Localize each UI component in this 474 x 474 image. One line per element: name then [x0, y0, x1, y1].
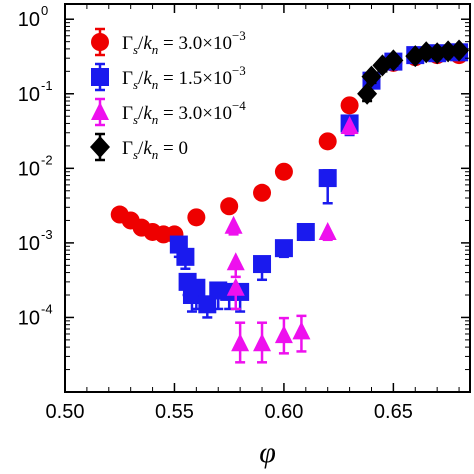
y-tick-exponent: 0 [41, 3, 48, 18]
data-point-circle [187, 208, 206, 227]
x-tick-label: 0.55 [155, 401, 194, 423]
data-point-square [318, 169, 337, 188]
legend-label: Γs/kn = 0 [122, 138, 188, 162]
data-point-diamond [416, 41, 437, 64]
y-tick-exponent: -2 [41, 152, 53, 167]
data-point-square [274, 239, 293, 258]
x-axis-title: φ [259, 436, 276, 469]
legend-label: Γs/kn = 1.5×10−3 [122, 63, 246, 92]
data-point-triangle [340, 115, 359, 134]
data-point-square [253, 255, 272, 274]
legend-marker-square [91, 68, 109, 86]
y-tick-label: 10 [18, 307, 40, 329]
y-tick-label: 10 [18, 233, 40, 255]
data-point-triangle [226, 252, 245, 271]
x-tick-label: 0.65 [374, 401, 413, 423]
data-point-diamond [361, 65, 382, 88]
y-tick-exponent: -4 [41, 301, 53, 316]
data-point-triangle [318, 221, 337, 240]
data-point-square [187, 278, 206, 297]
y-tick-exponent: -1 [41, 78, 53, 93]
data-point-diamond [449, 39, 470, 62]
y-tick-label: 10 [18, 84, 40, 106]
plot-markers [110, 39, 470, 364]
data-point-square [296, 222, 315, 241]
data-point-triangle [274, 325, 293, 344]
legend-label: Γs/kn = 3.0×10−3 [122, 28, 246, 57]
data-point-diamond [357, 82, 378, 105]
axis-ticks [64, 4, 470, 392]
legend-marker-diamond [90, 136, 110, 158]
data-point-triangle [231, 333, 250, 352]
x-tick-label: 0.50 [46, 401, 85, 423]
legend-marker-circle [91, 33, 109, 51]
y-tick-label: 10 [18, 158, 40, 180]
data-point-circle [253, 183, 272, 202]
data-point-triangle [292, 321, 311, 340]
data-point-circle [318, 132, 337, 151]
x-tick-label: 0.60 [264, 401, 303, 423]
data-point-diamond [383, 49, 404, 72]
data-point-square [198, 295, 217, 314]
series-diamond [357, 39, 470, 105]
data-point-circle [220, 197, 239, 216]
data-point-triangle [226, 277, 245, 296]
legend-marker-triangle [91, 102, 109, 120]
data-point-triangle [224, 215, 243, 234]
data-point-square [176, 247, 195, 266]
data-point-triangle [253, 333, 272, 352]
series-triangle [224, 115, 359, 364]
y-tick-exponent: -3 [41, 227, 53, 242]
data-point-diamond [438, 40, 459, 63]
legend: Γs/kn = 3.0×10−3 Γs/kn = 1.5×10−3 Γs/kn = … [90, 27, 246, 162]
data-point-circle [340, 96, 359, 115]
legend-label: Γs/kn = 3.0×10−4 [122, 98, 246, 127]
data-point-circle [274, 162, 293, 181]
y-tick-label: 10 [18, 9, 40, 31]
